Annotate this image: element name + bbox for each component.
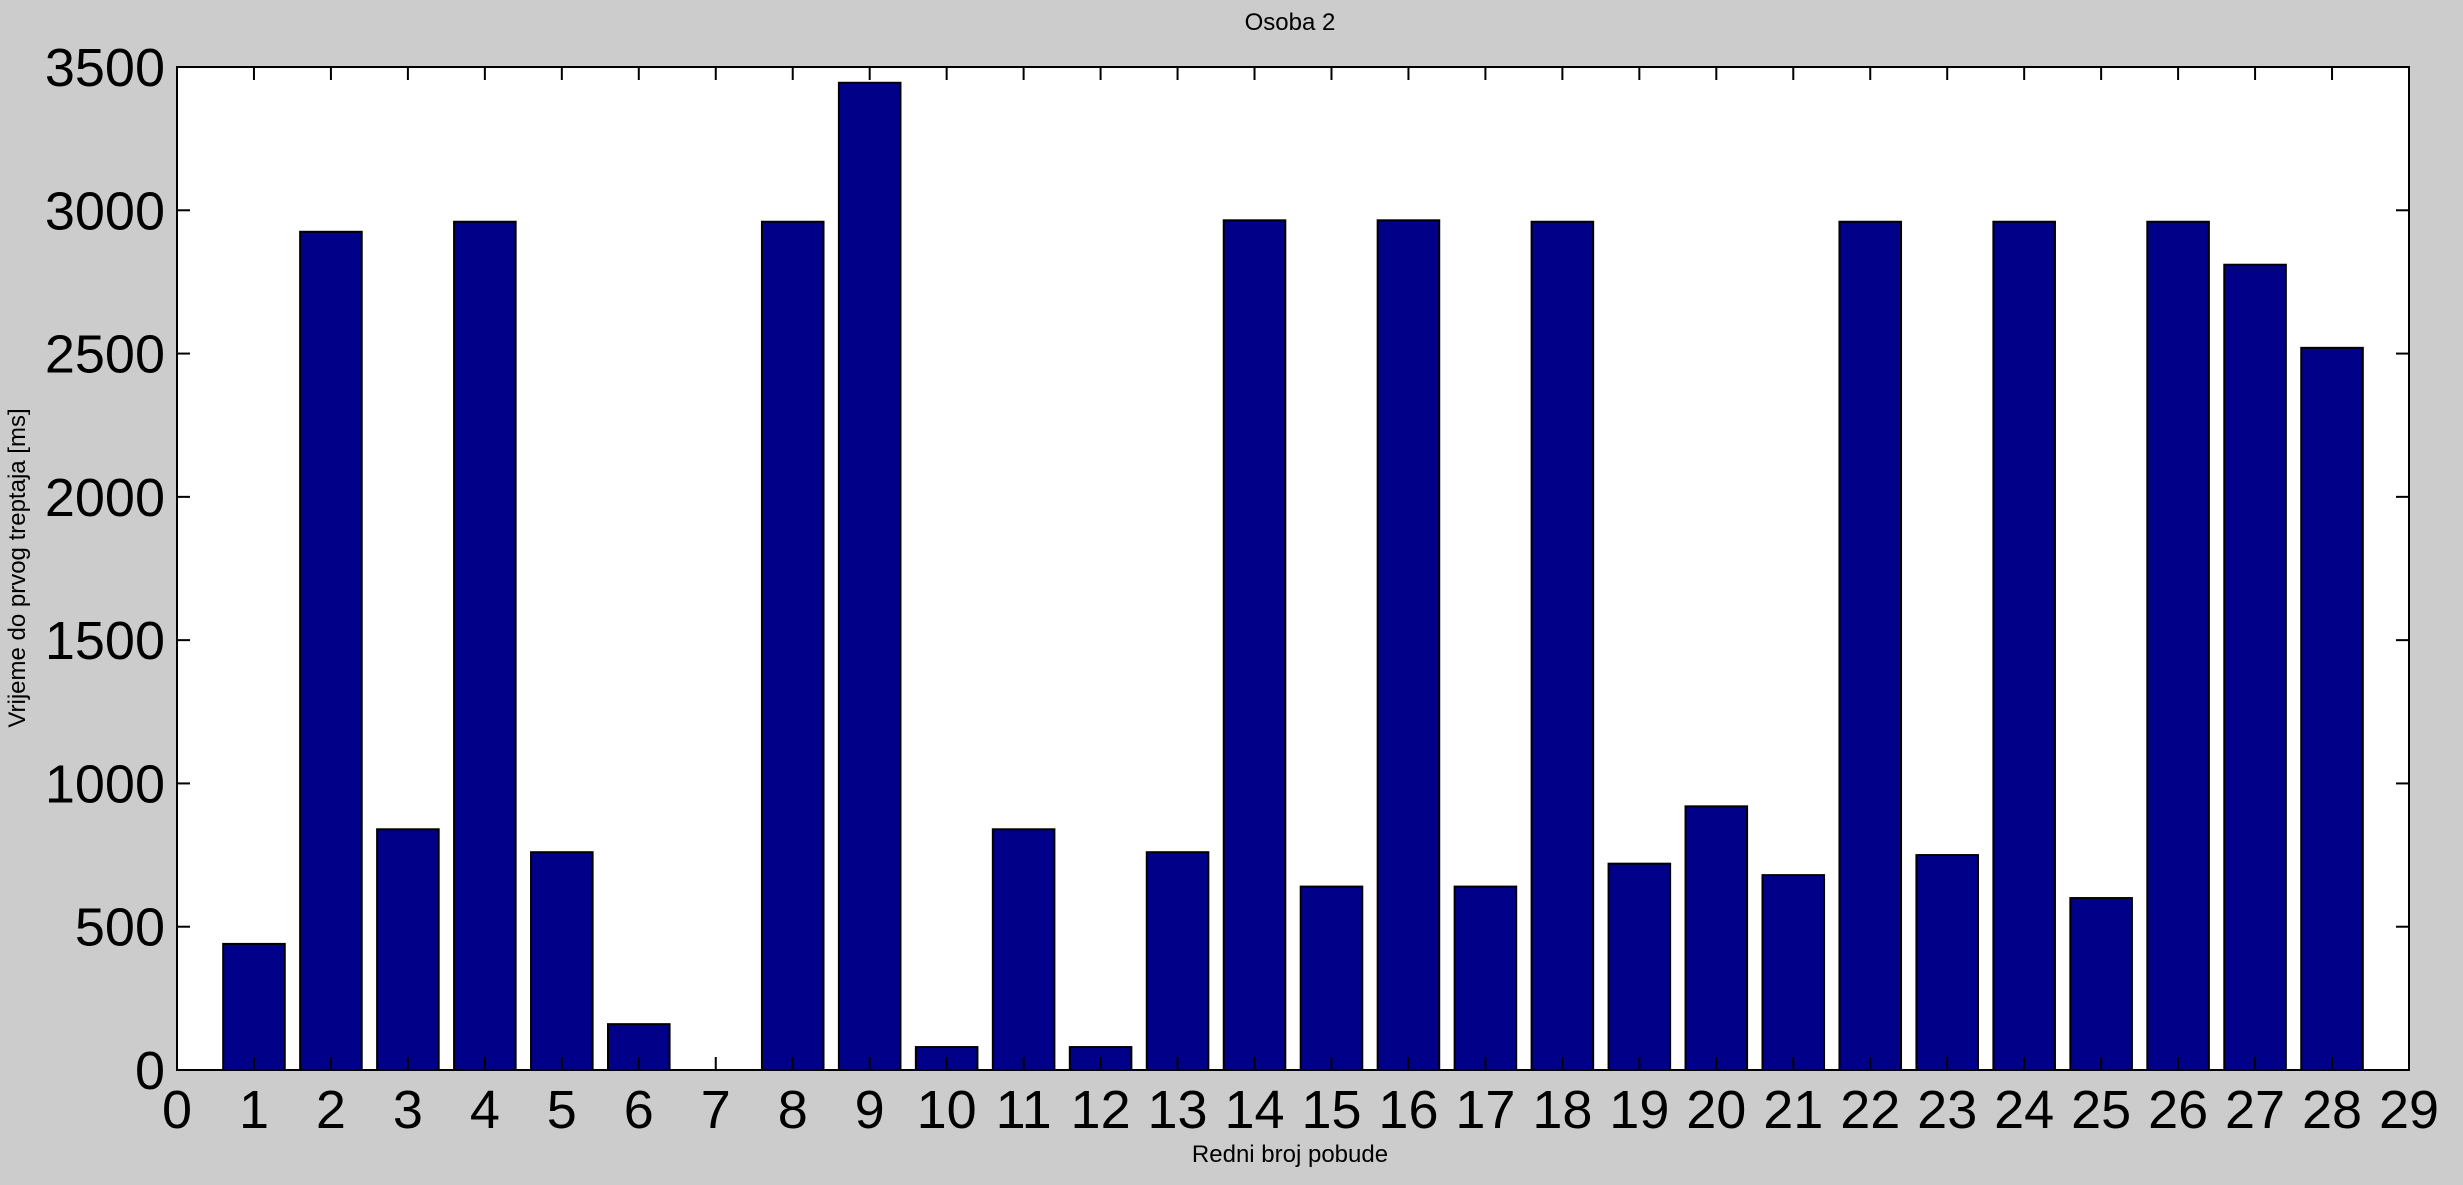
x-tick-label-17: 17	[1455, 1080, 1515, 1140]
x-tick-label-1: 1	[239, 1080, 269, 1140]
y-tick-label-2000: 2000	[45, 468, 165, 528]
bar-25	[2069, 897, 2133, 1071]
y-tick-label-3000: 3000	[45, 181, 165, 241]
x-tick-label-7: 7	[701, 1080, 731, 1140]
bar-4	[453, 220, 517, 1071]
x-tick-label-5: 5	[547, 1080, 577, 1140]
x-tick-label-28: 28	[2302, 1080, 2362, 1140]
x-tick-label-20: 20	[1686, 1080, 1746, 1140]
x-tick-label-2: 2	[316, 1080, 346, 1140]
x-tick-label-21: 21	[1763, 1080, 1823, 1140]
bar-18	[1530, 220, 1595, 1071]
y-axis-title: Vrijeme do prvog treptaja [ms]	[4, 408, 31, 727]
bar-19	[1607, 862, 1672, 1071]
x-tick-label-26: 26	[2148, 1080, 2208, 1140]
bar-15	[1299, 885, 1364, 1072]
x-tick-label-22: 22	[1840, 1080, 1900, 1140]
bar-21	[1761, 874, 1826, 1071]
x-tick-label-23: 23	[1917, 1080, 1977, 1140]
x-tick-label-3: 3	[393, 1080, 423, 1140]
bar-5	[530, 851, 594, 1072]
bar-9	[837, 81, 902, 1071]
x-tick-labels: 0 1 2 3 4 5 6 7 8 9 10 11 12 13 14 15 16 17 18 19 20 21 22 23 24…	[162, 1080, 2439, 1140]
bar-14	[1222, 219, 1287, 1071]
bar-1	[222, 942, 286, 1071]
y-tick-label-500: 500	[75, 898, 165, 958]
x-tick-label-19: 19	[1609, 1080, 1669, 1140]
bar-17	[1453, 885, 1518, 1072]
x-tick-label-10: 10	[917, 1080, 977, 1140]
bar-23	[1915, 854, 1979, 1071]
x-tick-label-8: 8	[778, 1080, 808, 1140]
bar-24	[1992, 220, 2056, 1071]
x-tick-label-15: 15	[1301, 1080, 1361, 1140]
bar-2	[299, 230, 363, 1071]
y-tick-label-3500: 3500	[45, 38, 165, 98]
bar-3	[376, 828, 440, 1072]
x-tick-label-29: 29	[2379, 1080, 2439, 1140]
bar-27	[2223, 263, 2287, 1072]
x-axis-title: Redni broj pobude	[1192, 1141, 1388, 1168]
x-tick-label-14: 14	[1224, 1080, 1284, 1140]
bar-11	[991, 828, 1056, 1072]
x-tick-label-27: 27	[2225, 1080, 2285, 1140]
bar-16	[1376, 219, 1441, 1071]
bar-28	[2300, 346, 2364, 1071]
x-tick-label-4: 4	[470, 1080, 500, 1140]
y-tick-label-1000: 1000	[45, 754, 165, 814]
bar-26	[2146, 220, 2210, 1071]
bar-20	[1684, 805, 1749, 1071]
y-tick-label-0: 0	[135, 1041, 165, 1101]
x-tick-label-25: 25	[2071, 1080, 2131, 1140]
x-tick-label-24: 24	[1994, 1080, 2054, 1140]
bar-22	[1838, 220, 1903, 1071]
plot-frame	[176, 66, 2410, 1071]
bar-8	[760, 220, 825, 1071]
x-tick-label-18: 18	[1532, 1080, 1592, 1140]
x-tick-label-16: 16	[1378, 1080, 1438, 1140]
y-tick-labels: 0 500 1000 1500 2000 2500 3000 3500	[45, 38, 165, 1101]
x-tick-label-0: 0	[162, 1080, 192, 1140]
x-tick-label-9: 9	[855, 1080, 885, 1140]
y-tick-label-1500: 1500	[45, 611, 165, 671]
x-tick-label-13: 13	[1148, 1080, 1208, 1140]
bars	[222, 81, 2364, 1072]
x-tick-label-6: 6	[624, 1080, 654, 1140]
y-tick-label-2500: 2500	[45, 325, 165, 385]
x-tick-label-11: 11	[996, 1080, 1052, 1140]
chart-title: Osoba 2	[1245, 9, 1336, 36]
x-tick-label-12: 12	[1071, 1080, 1131, 1140]
bar-13	[1145, 851, 1210, 1072]
